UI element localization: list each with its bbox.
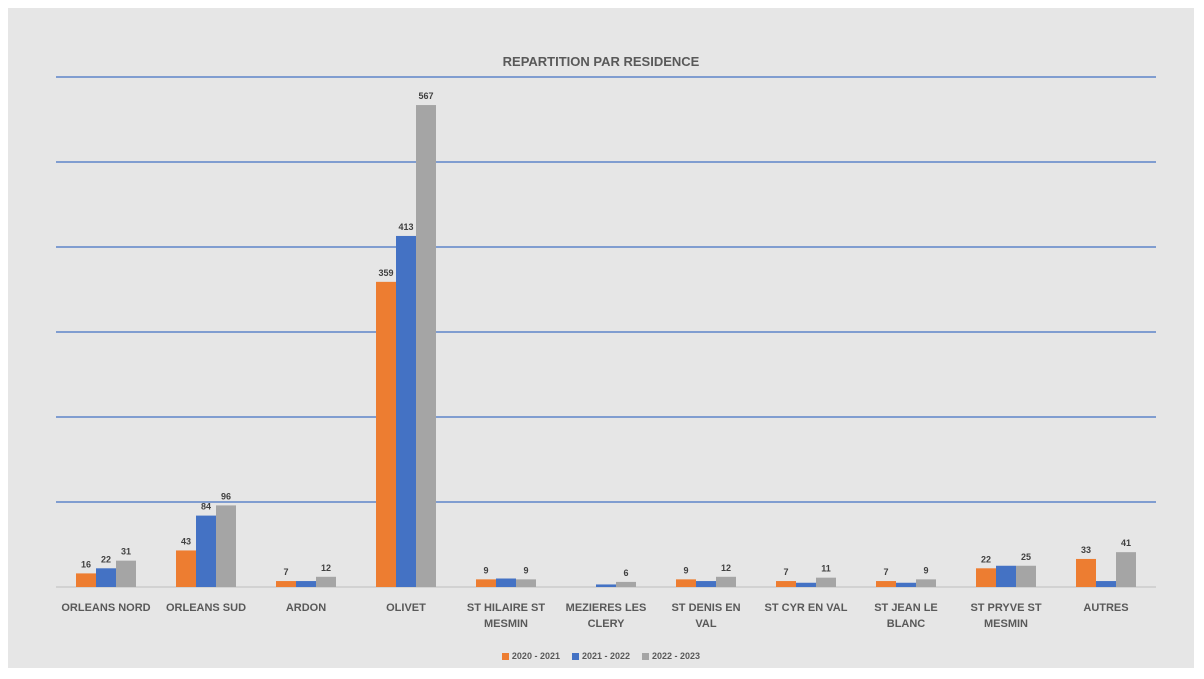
category-label: ST CYR EN VAL bbox=[765, 602, 848, 614]
legend-item: 2021 - 2022 bbox=[571, 651, 631, 661]
data-label: 413 bbox=[398, 222, 413, 232]
bar bbox=[216, 505, 236, 587]
category-label: ST DENIS EN VAL bbox=[671, 602, 740, 630]
category-label: ST HILAIRE ST MESMIN bbox=[467, 602, 546, 630]
bar bbox=[1116, 552, 1136, 587]
bar bbox=[676, 579, 696, 587]
category-label: ORLEANS SUD bbox=[166, 602, 246, 614]
bar bbox=[1016, 565, 1036, 587]
bar bbox=[616, 581, 636, 587]
data-label: 96 bbox=[221, 491, 231, 501]
bar bbox=[496, 578, 516, 587]
legend-label: 2021 - 2022 bbox=[581, 651, 631, 661]
chart-panel: REPARTITION PAR RESIDENCE 16 22 31 ORLEANS … bbox=[8, 8, 1194, 668]
bar bbox=[996, 565, 1016, 587]
bar bbox=[396, 235, 416, 587]
data-label: 9 bbox=[523, 565, 528, 575]
bar bbox=[896, 582, 916, 587]
data-label: 43 bbox=[181, 536, 191, 546]
data-label: 9 bbox=[483, 565, 488, 575]
data-label: 84 bbox=[201, 502, 211, 512]
legend-swatch bbox=[571, 652, 579, 660]
data-label: 567 bbox=[418, 91, 433, 101]
data-label: 6 bbox=[623, 568, 628, 578]
data-label: 7 bbox=[283, 567, 288, 577]
category-label: ORLEANS NORD bbox=[61, 602, 150, 614]
data-label: 12 bbox=[721, 563, 731, 573]
category-label: ARDON bbox=[286, 602, 326, 614]
data-label: 16 bbox=[81, 559, 91, 569]
bar bbox=[176, 550, 196, 587]
bar bbox=[776, 581, 796, 587]
bar bbox=[796, 582, 816, 587]
bar bbox=[296, 581, 316, 587]
bar bbox=[976, 568, 996, 587]
bar bbox=[316, 576, 336, 587]
category-label: AUTRES bbox=[1083, 602, 1128, 614]
legend-item: 2022 - 2023 bbox=[642, 651, 700, 661]
bar bbox=[596, 584, 616, 587]
bar bbox=[696, 581, 716, 587]
data-label: 22 bbox=[101, 554, 111, 564]
bar bbox=[916, 579, 936, 587]
data-label: 9 bbox=[923, 565, 928, 575]
bar bbox=[716, 576, 736, 587]
bar bbox=[96, 568, 116, 587]
legend-swatch bbox=[642, 652, 650, 660]
bar bbox=[196, 515, 216, 587]
data-label: 25 bbox=[1021, 552, 1031, 562]
category-label: ST JEAN LE BLANC bbox=[874, 602, 938, 630]
bar bbox=[1096, 581, 1116, 587]
data-label: 7 bbox=[883, 567, 888, 577]
bar bbox=[376, 281, 396, 587]
bar bbox=[476, 579, 496, 587]
category-label: ST PRYVE ST MESMIN bbox=[970, 602, 1041, 630]
bar bbox=[416, 105, 436, 588]
data-label: 359 bbox=[378, 268, 393, 278]
legend-item: 2020 - 2021 bbox=[501, 651, 560, 661]
data-label: 7 bbox=[783, 567, 788, 577]
data-label: 33 bbox=[1081, 545, 1091, 555]
data-label: 41 bbox=[1121, 538, 1131, 548]
bar bbox=[116, 560, 136, 587]
legend-label: 2020 - 2021 bbox=[511, 651, 560, 661]
data-label: 11 bbox=[821, 564, 831, 574]
legend-swatch bbox=[501, 652, 509, 660]
chart-title: REPARTITION PAR RESIDENCE bbox=[502, 54, 700, 69]
data-label: 12 bbox=[321, 563, 331, 573]
bar bbox=[1076, 558, 1096, 587]
chart-legend: 2020 - 2021 2021 - 2022 2022 - 2023 bbox=[8, 651, 1194, 661]
data-label: 31 bbox=[121, 547, 131, 557]
category-label: MEZIERES LES CLERY bbox=[566, 602, 647, 630]
data-label: 22 bbox=[981, 554, 991, 564]
category-label: OLIVET bbox=[386, 602, 426, 614]
bar bbox=[76, 573, 96, 587]
bar bbox=[276, 581, 296, 587]
legend-label: 2022 - 2023 bbox=[652, 651, 701, 661]
bar bbox=[516, 579, 536, 587]
bar bbox=[816, 577, 836, 587]
data-label: 9 bbox=[683, 565, 688, 575]
bar bbox=[876, 581, 896, 587]
